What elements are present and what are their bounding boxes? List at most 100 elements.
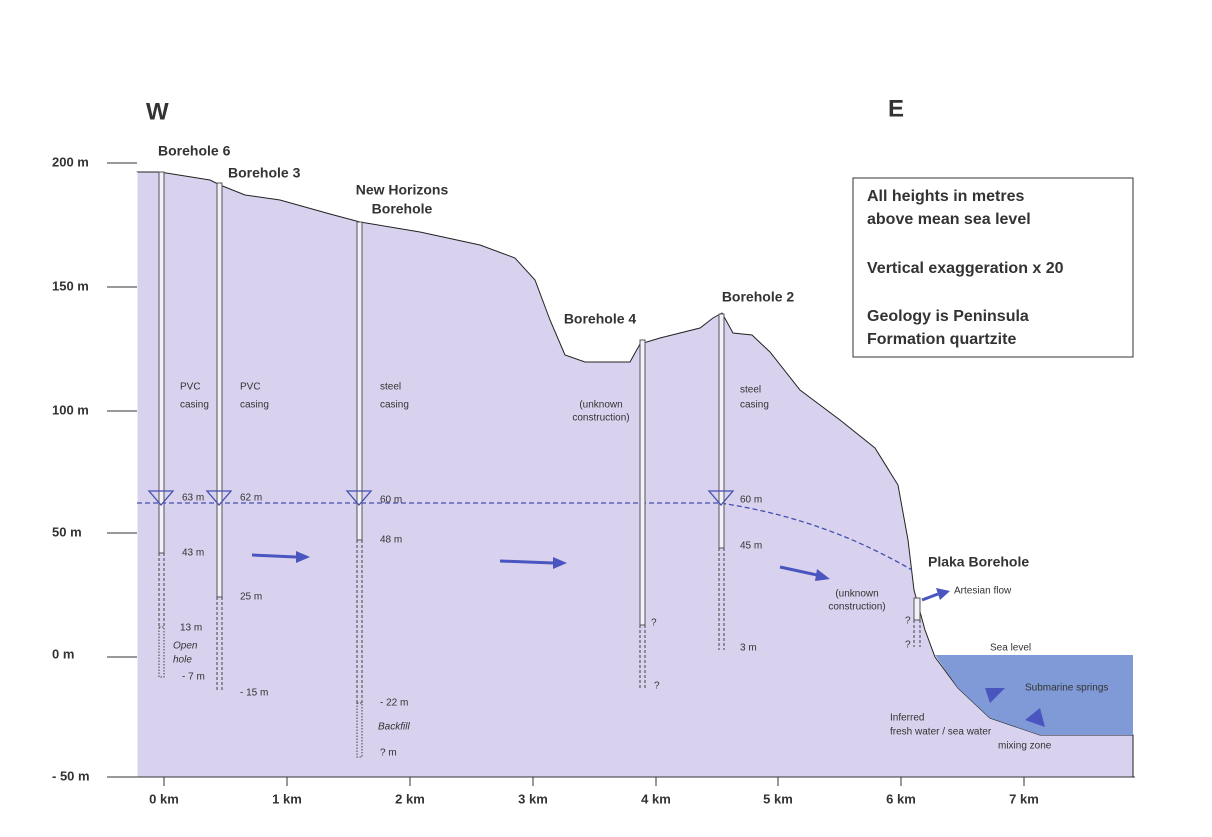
shape: [205, 490, 233, 506]
y-tick-label: 0 m: [52, 646, 74, 661]
depth-label: 43 m: [182, 548, 204, 559]
water-table: [137, 502, 913, 571]
construction: casing: [740, 400, 769, 411]
construction: (unknown: [579, 400, 622, 411]
shape: [356, 221, 363, 541]
depth-label: 63 m: [182, 493, 204, 504]
shape: [718, 313, 725, 549]
shape: [296, 551, 310, 563]
shape: [136, 171, 1134, 778]
borehole-name: Borehole 6: [158, 143, 231, 159]
line: [499, 559, 554, 565]
depth-label: 48 m: [380, 535, 402, 546]
depth-label: 62 m: [240, 493, 262, 504]
depth-label: ?: [905, 616, 911, 627]
west-label: W: [146, 98, 169, 125]
depth-label: 60 m: [740, 495, 762, 506]
depth-label: 25 m: [240, 592, 262, 603]
borehole-name: Borehole: [372, 201, 433, 217]
sea: [935, 655, 1133, 735]
sea-level: Sea level: [990, 643, 1031, 654]
note-line: All heights in metres: [867, 188, 1024, 205]
construction: casing: [180, 400, 209, 411]
line: [779, 565, 818, 577]
shape: [639, 339, 646, 626]
depth-label: ?: [905, 640, 911, 651]
construction: construction): [572, 413, 629, 424]
construction: casing: [380, 400, 409, 411]
line: [251, 553, 297, 559]
sea-labels: Sea level Submarine springs Inferred fre…: [890, 643, 1108, 752]
construction: steel: [380, 382, 401, 393]
borehole-name: New Horizons: [356, 182, 449, 198]
construction: construction): [828, 602, 885, 613]
depth-label: ?: [654, 681, 660, 692]
borehole-name: Borehole 3: [228, 165, 301, 181]
shape: [852, 177, 1134, 358]
depth-label: - 7 m: [182, 672, 205, 683]
depth-label: 3 m: [740, 643, 757, 654]
borehole-labels: Borehole 6 PVC casing 63 m 43 m 13 m - 7…: [158, 143, 1029, 759]
borehole-name: Borehole 2: [722, 289, 795, 305]
depth-label: ? m: [380, 748, 397, 759]
construction: steel: [740, 385, 761, 396]
note-line: Geology is Peninsula: [867, 308, 1029, 325]
borehole-name: Borehole 4: [564, 311, 637, 327]
shape: [216, 182, 223, 598]
x-tick-label: 2 km: [395, 791, 425, 806]
x-tick-label: 5 km: [763, 791, 793, 806]
borehole-name: Plaka Borehole: [928, 554, 1029, 570]
flow-label: Artesian flow: [954, 586, 1012, 597]
east-label: E: [888, 95, 904, 122]
depth-label: 60 m: [380, 495, 402, 506]
depth-label: - 22 m: [380, 698, 408, 709]
shape: [553, 557, 567, 569]
shape: [158, 626, 165, 678]
mixing-zone: Inferred: [890, 713, 924, 724]
section-label: hole: [173, 655, 192, 666]
y-tick-label: 50 m: [52, 524, 82, 539]
y-tick-label: 200 m: [52, 154, 89, 169]
construction: casing: [240, 400, 269, 411]
boreholes: [147, 171, 921, 758]
shape: [707, 490, 735, 506]
x-tick-label: 0 km: [149, 791, 179, 806]
flow-arrows: [251, 551, 1045, 727]
depth-label: - 15 m: [240, 688, 268, 699]
shape: [158, 171, 165, 554]
shape: [913, 597, 921, 621]
y-tick-label: 100 m: [52, 402, 89, 417]
section-label: Backfill: [378, 722, 410, 733]
x-tick-label: 7 km: [1009, 791, 1039, 806]
terrain: [136, 171, 1134, 778]
note-line: above mean sea level: [867, 211, 1031, 228]
construction: (unknown: [835, 589, 878, 600]
depth-label: 45 m: [740, 541, 762, 552]
springs: Submarine springs: [1025, 683, 1108, 694]
y-tick-label: - 50 m: [52, 768, 90, 783]
shape: [985, 688, 1005, 703]
shape: [815, 569, 830, 581]
line: [921, 592, 939, 602]
x-tick-label: 6 km: [886, 791, 916, 806]
x-tick-label: 1 km: [272, 791, 302, 806]
x-tick-labels: 0 km 1 km 2 km 3 km 4 km 5 km 6 km 7 km: [149, 791, 1039, 806]
shape: [1025, 708, 1045, 727]
construction: PVC: [240, 382, 261, 393]
depth-label: ?: [651, 618, 657, 629]
x-tick-label: 3 km: [518, 791, 548, 806]
axes: [107, 162, 1135, 786]
mixing-zone: fresh water / sea water: [890, 727, 992, 738]
depth-label: 13 m: [180, 623, 202, 634]
note-line: Vertical exaggeration x 20: [867, 260, 1064, 277]
note-line: Formation quartzite: [867, 331, 1016, 348]
shape: [147, 490, 175, 506]
y-tick-labels: 200 m 150 m 100 m 50 m 0 m - 50 m: [52, 154, 90, 783]
note-box: All heights in metres above mean sea lev…: [852, 177, 1134, 358]
x-tick-label: 4 km: [641, 791, 671, 806]
construction: PVC: [180, 382, 201, 393]
shape: [356, 702, 363, 758]
mixing-zone: mixing zone: [998, 741, 1052, 752]
shape: [936, 588, 950, 600]
